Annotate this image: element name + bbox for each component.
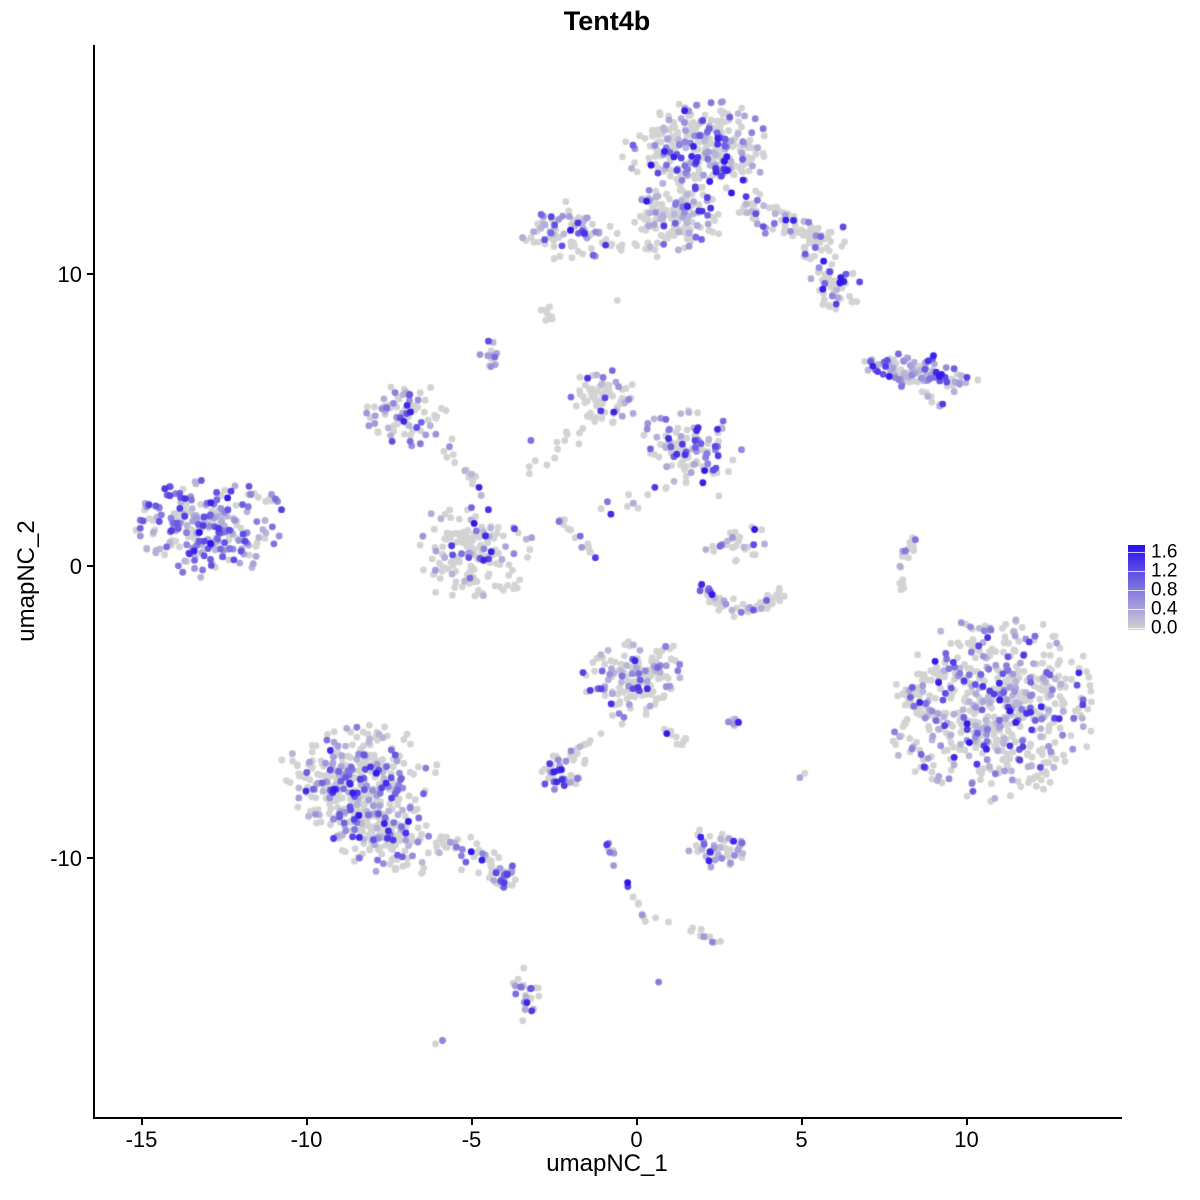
y-axis-line [93, 45, 95, 1119]
x-tick-mark [635, 1119, 638, 1125]
colorbar-gradient [1128, 545, 1145, 630]
colorbar-tick-line [1128, 571, 1145, 572]
x-tick-mark [965, 1119, 968, 1125]
colorbar-tick-line [1128, 628, 1145, 629]
x-tick-label: -5 [461, 1127, 482, 1152]
y-tick-label: 10 [57, 262, 82, 287]
y-tick-label: 0 [69, 554, 82, 579]
y-tick-mark [87, 565, 93, 567]
x-tick-mark [800, 1119, 803, 1125]
colorbar-tick-label: 0.0 [1151, 617, 1178, 639]
y-tick-mark [87, 273, 93, 275]
x-axis-line [93, 1117, 1122, 1119]
x-tick-mark [470, 1119, 473, 1125]
y-tick-mark [87, 857, 93, 859]
colorbar-tick-label: 0.8 [1151, 579, 1178, 601]
x-tick-label: 0 [630, 1127, 643, 1152]
colorbar-tick-label: 0.4 [1151, 598, 1178, 620]
colorbar-tick-line [1128, 609, 1145, 610]
x-tick-mark [140, 1119, 143, 1125]
colorbar-tick-label: 1.2 [1151, 560, 1178, 582]
colorbar-tick-line [1128, 590, 1145, 591]
x-tick-label: 10 [954, 1127, 979, 1152]
x-tick-label: -10 [290, 1127, 323, 1152]
colorbar-tick-line [1128, 552, 1145, 553]
y-tick-label: -10 [50, 846, 82, 871]
plot-title: Tent4b [563, 6, 651, 36]
x-tick-mark [305, 1119, 308, 1125]
y-axis-title: umapNC_2 [13, 520, 40, 642]
x-tick-label: -15 [125, 1127, 158, 1152]
colorbar-tick-label: 1.6 [1151, 541, 1178, 563]
x-axis-title: umapNC_1 [546, 1150, 668, 1177]
x-tick-label: 5 [795, 1127, 808, 1152]
